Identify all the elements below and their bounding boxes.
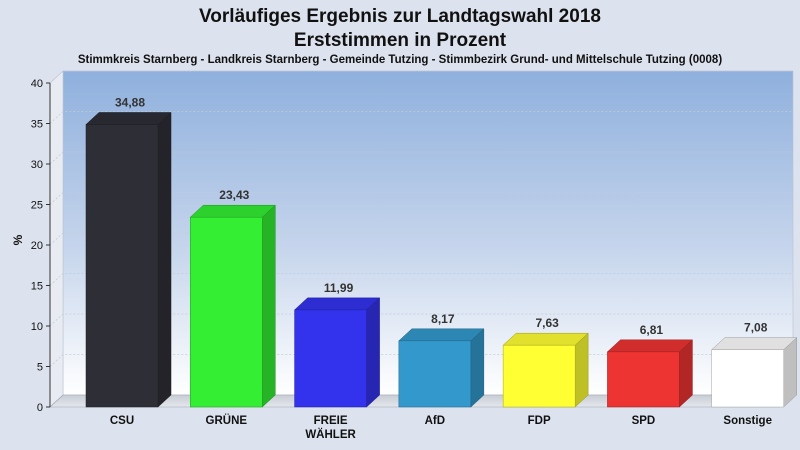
y-tick-label: 0 bbox=[37, 402, 43, 414]
data-label: 34,88 bbox=[115, 95, 145, 109]
bar-spd bbox=[606, 339, 694, 408]
bar-front bbox=[711, 349, 784, 408]
y-tick-label: 5 bbox=[37, 362, 43, 374]
bar-front bbox=[294, 309, 367, 408]
data-label: 11,99 bbox=[324, 281, 354, 295]
gridline bbox=[49, 232, 793, 246]
y-tick-label: 30 bbox=[31, 159, 43, 171]
chart-subtitle: Erststimmen in Prozent bbox=[293, 30, 507, 51]
y-tick-label: 25 bbox=[31, 200, 43, 212]
bar-side bbox=[366, 297, 380, 408]
y-tick-label: 10 bbox=[31, 321, 43, 333]
gridline bbox=[49, 313, 793, 327]
x-tick-label: AfD bbox=[425, 415, 445, 427]
bar-top bbox=[606, 339, 694, 353]
bar-top bbox=[293, 297, 381, 311]
bar-sonstige bbox=[711, 337, 798, 408]
x-tick-label: FDP bbox=[528, 415, 551, 427]
bar-top bbox=[85, 112, 172, 125]
y-tick-label: 35 bbox=[31, 119, 43, 131]
bar-fdp bbox=[502, 332, 589, 408]
gridline bbox=[49, 70, 793, 84]
chart-region-caption: Stimmkreis Starnberg - Landkreis Starnbe… bbox=[77, 54, 723, 66]
bar-csu bbox=[85, 111, 172, 408]
bar-top bbox=[711, 337, 798, 350]
data-label: 7,63 bbox=[535, 316, 559, 330]
gridline bbox=[49, 111, 793, 124]
y-axis-label: % bbox=[11, 234, 25, 245]
bar-top bbox=[502, 332, 589, 346]
bar-side bbox=[574, 332, 589, 408]
bar-side bbox=[262, 204, 276, 408]
gridline bbox=[49, 192, 793, 205]
bar-side bbox=[157, 111, 172, 408]
data-label: 7,08 bbox=[744, 321, 768, 335]
data-label: 8,17 bbox=[431, 312, 455, 326]
x-tick-label: Sonstige bbox=[723, 415, 772, 427]
bar-freie-w-hler bbox=[293, 297, 381, 408]
y-tick-label: 40 bbox=[31, 78, 43, 90]
bar-front bbox=[85, 124, 159, 408]
bar-top bbox=[189, 204, 276, 218]
y-tick-label: 20 bbox=[31, 240, 43, 252]
bar-afd bbox=[398, 328, 485, 408]
gridline bbox=[49, 273, 793, 286]
gridline bbox=[49, 151, 793, 165]
bar-top bbox=[398, 328, 485, 342]
data-label: 6,81 bbox=[640, 323, 664, 337]
x-tick-label: FREIE WÄHLER bbox=[305, 415, 356, 441]
bar-front bbox=[502, 344, 576, 408]
bar-front bbox=[398, 340, 472, 408]
bar-front bbox=[190, 216, 263, 408]
bar-gr-ne bbox=[189, 204, 276, 408]
y-tick-label: 15 bbox=[31, 281, 43, 293]
bar-front bbox=[607, 351, 680, 408]
data-label: 23,43 bbox=[219, 188, 249, 202]
chart-title: Vorläufiges Ergebnis zur Landtagswahl 20… bbox=[199, 6, 601, 27]
x-tick-label: CSU bbox=[110, 415, 134, 427]
x-tick-label: GRÜNE bbox=[206, 414, 248, 427]
x-tick-label: SPD bbox=[632, 415, 656, 427]
bar-side bbox=[470, 328, 485, 408]
